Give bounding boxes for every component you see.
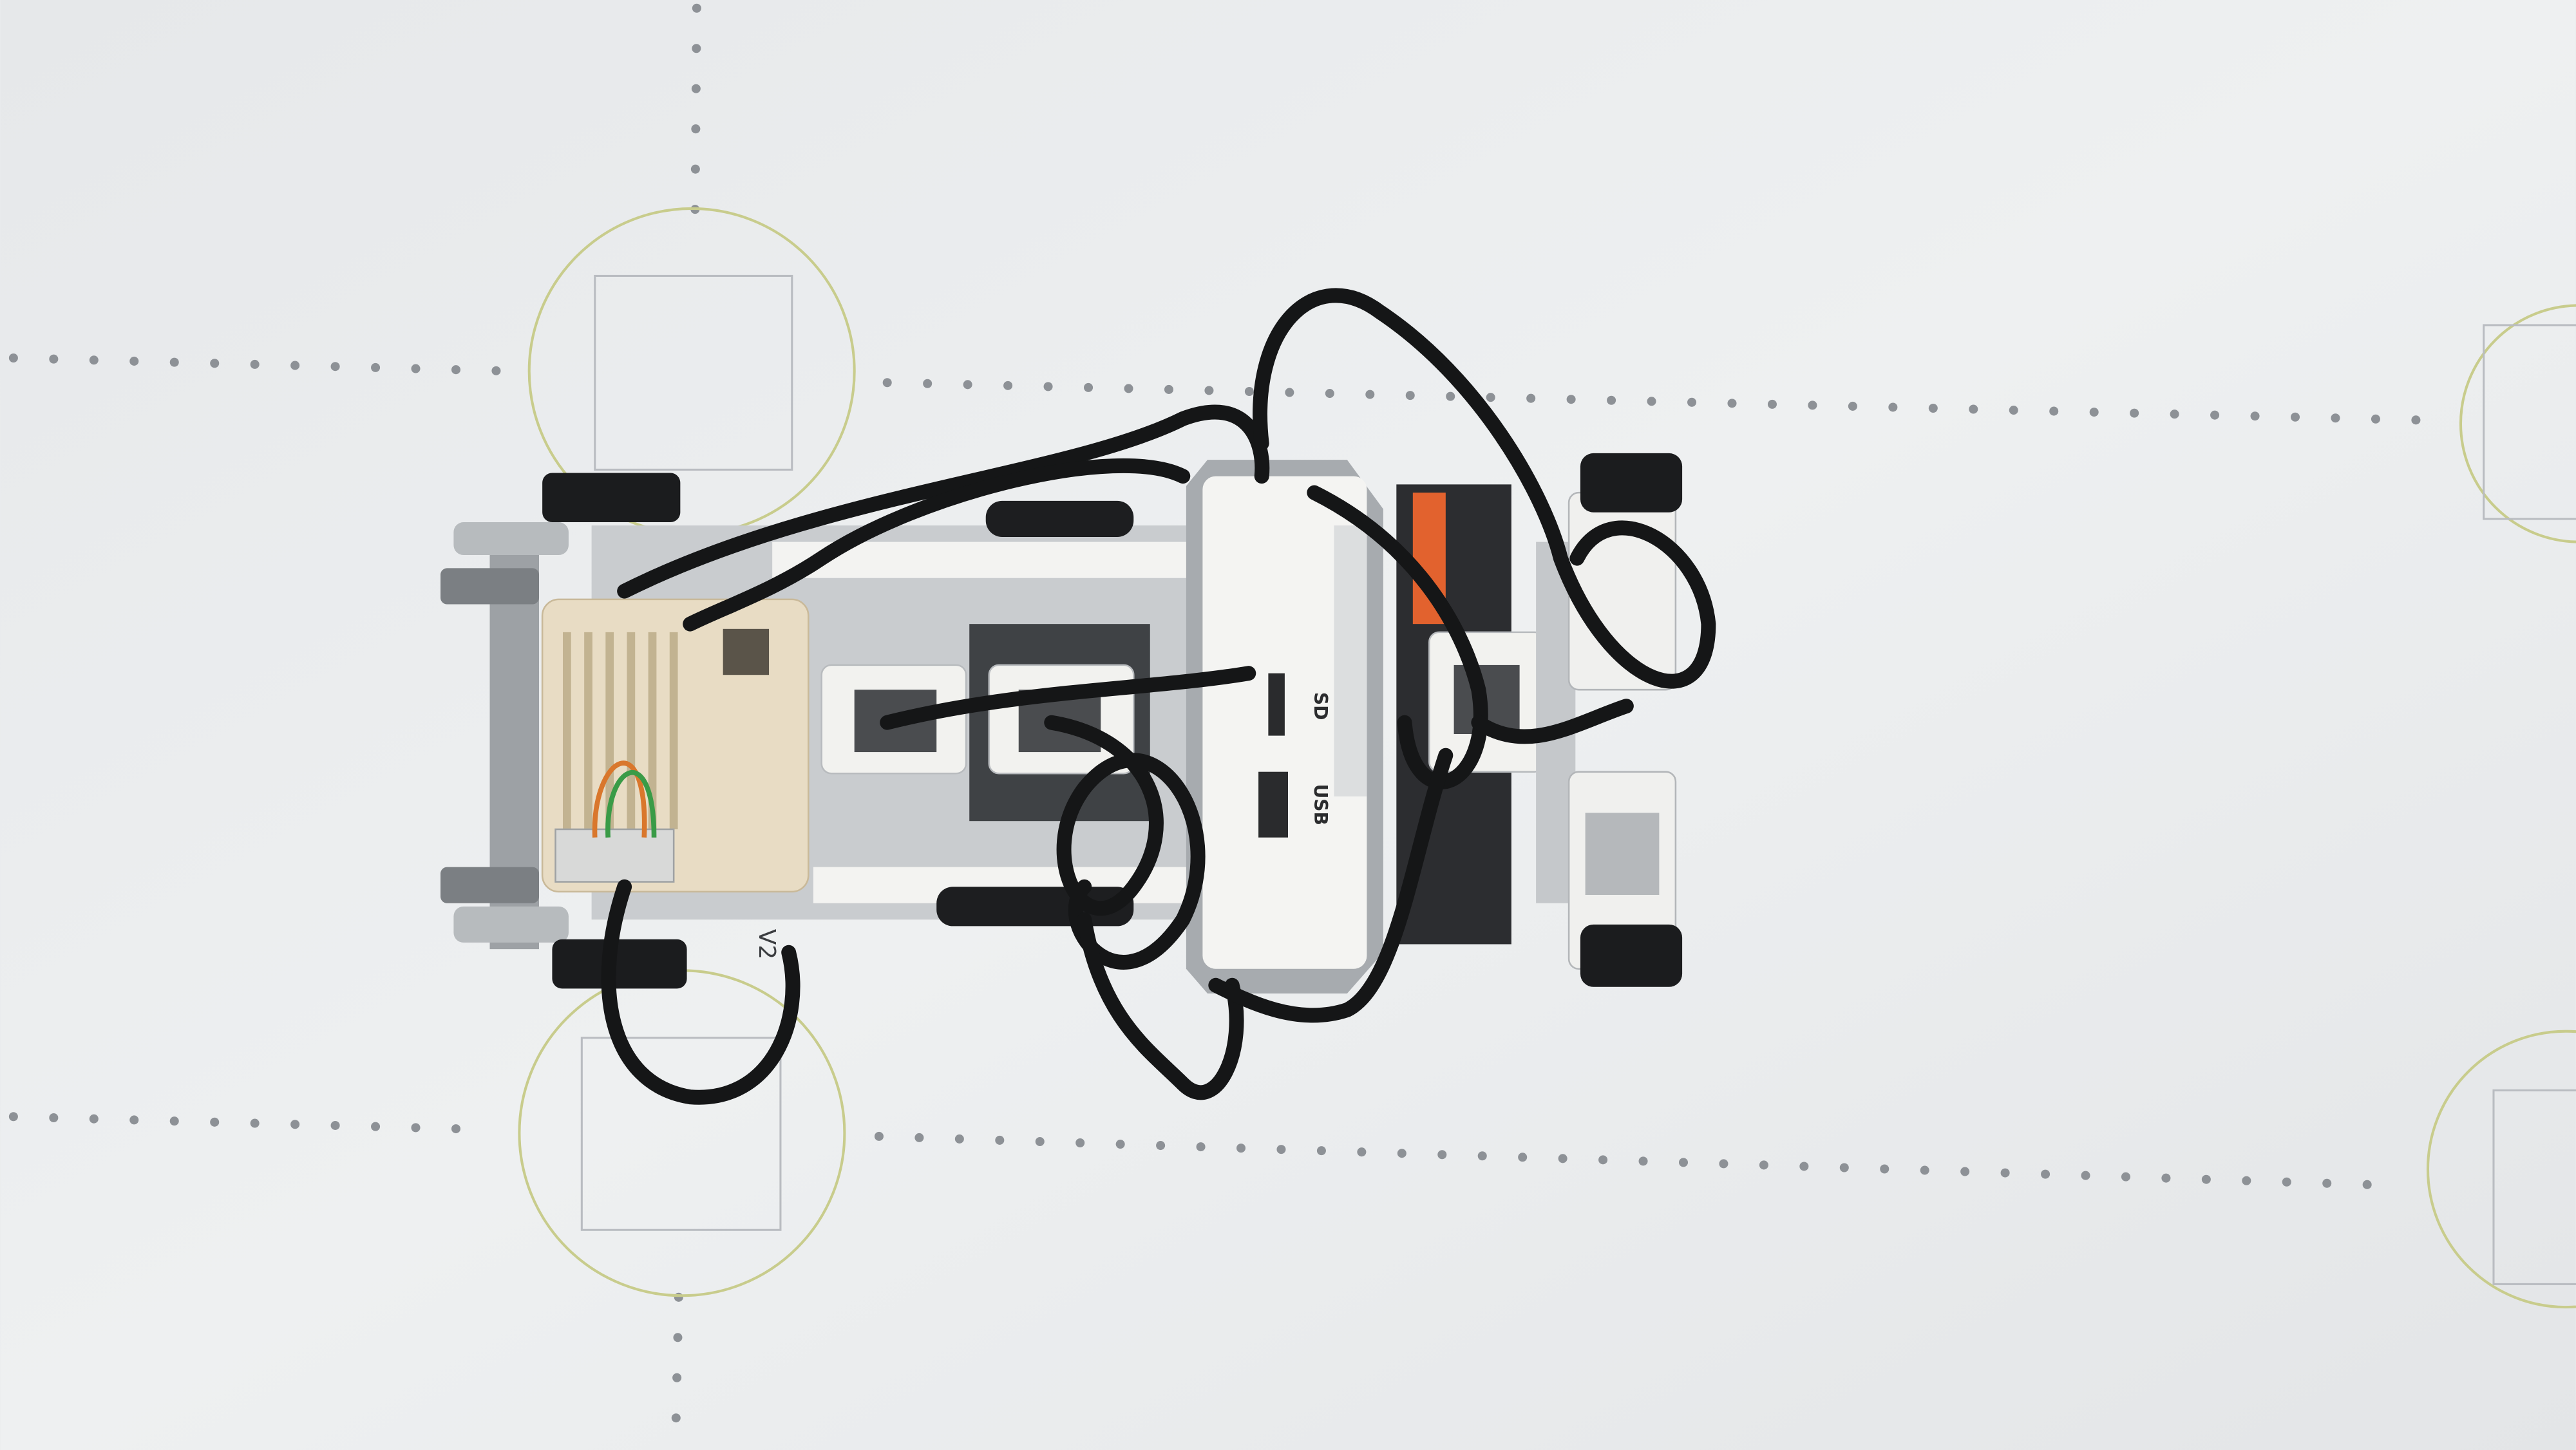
- sd-slot: [1268, 673, 1285, 736]
- sensor-eye: [1580, 924, 1683, 987]
- usb-label: USB: [1310, 784, 1331, 825]
- gear: [440, 867, 540, 903]
- robot: V2 SD USB: [440, 288, 1716, 1105]
- axle-pin: [453, 906, 569, 943]
- track-lines: [8, 3, 2436, 1450]
- gear: [440, 568, 540, 605]
- axle-pin: [453, 522, 569, 556]
- dotted-line: [8, 1112, 498, 1135]
- wheel: [542, 473, 681, 523]
- jack: [723, 628, 770, 675]
- dotted-line: [882, 378, 2436, 425]
- marker-square: [580, 1037, 782, 1231]
- sd-label: SD: [1310, 692, 1331, 720]
- sensor-face: [1585, 813, 1660, 895]
- wheel: [552, 939, 687, 989]
- marker-ring: [2459, 304, 2576, 543]
- brick-side: [1334, 525, 1367, 796]
- sensor-eye: [1580, 453, 1683, 513]
- version-label: V2: [753, 929, 780, 959]
- connector: [554, 828, 675, 883]
- dotted-line: [8, 353, 515, 376]
- marker-ring: [2426, 1030, 2576, 1309]
- dotted-line: [670, 1292, 683, 1450]
- marker-square: [2492, 1089, 2576, 1285]
- wheel: [985, 500, 1134, 537]
- usb-port: [1258, 771, 1288, 838]
- marker-square: [2483, 324, 2576, 520]
- marker-square: [594, 274, 793, 471]
- cables: [601, 288, 1716, 1105]
